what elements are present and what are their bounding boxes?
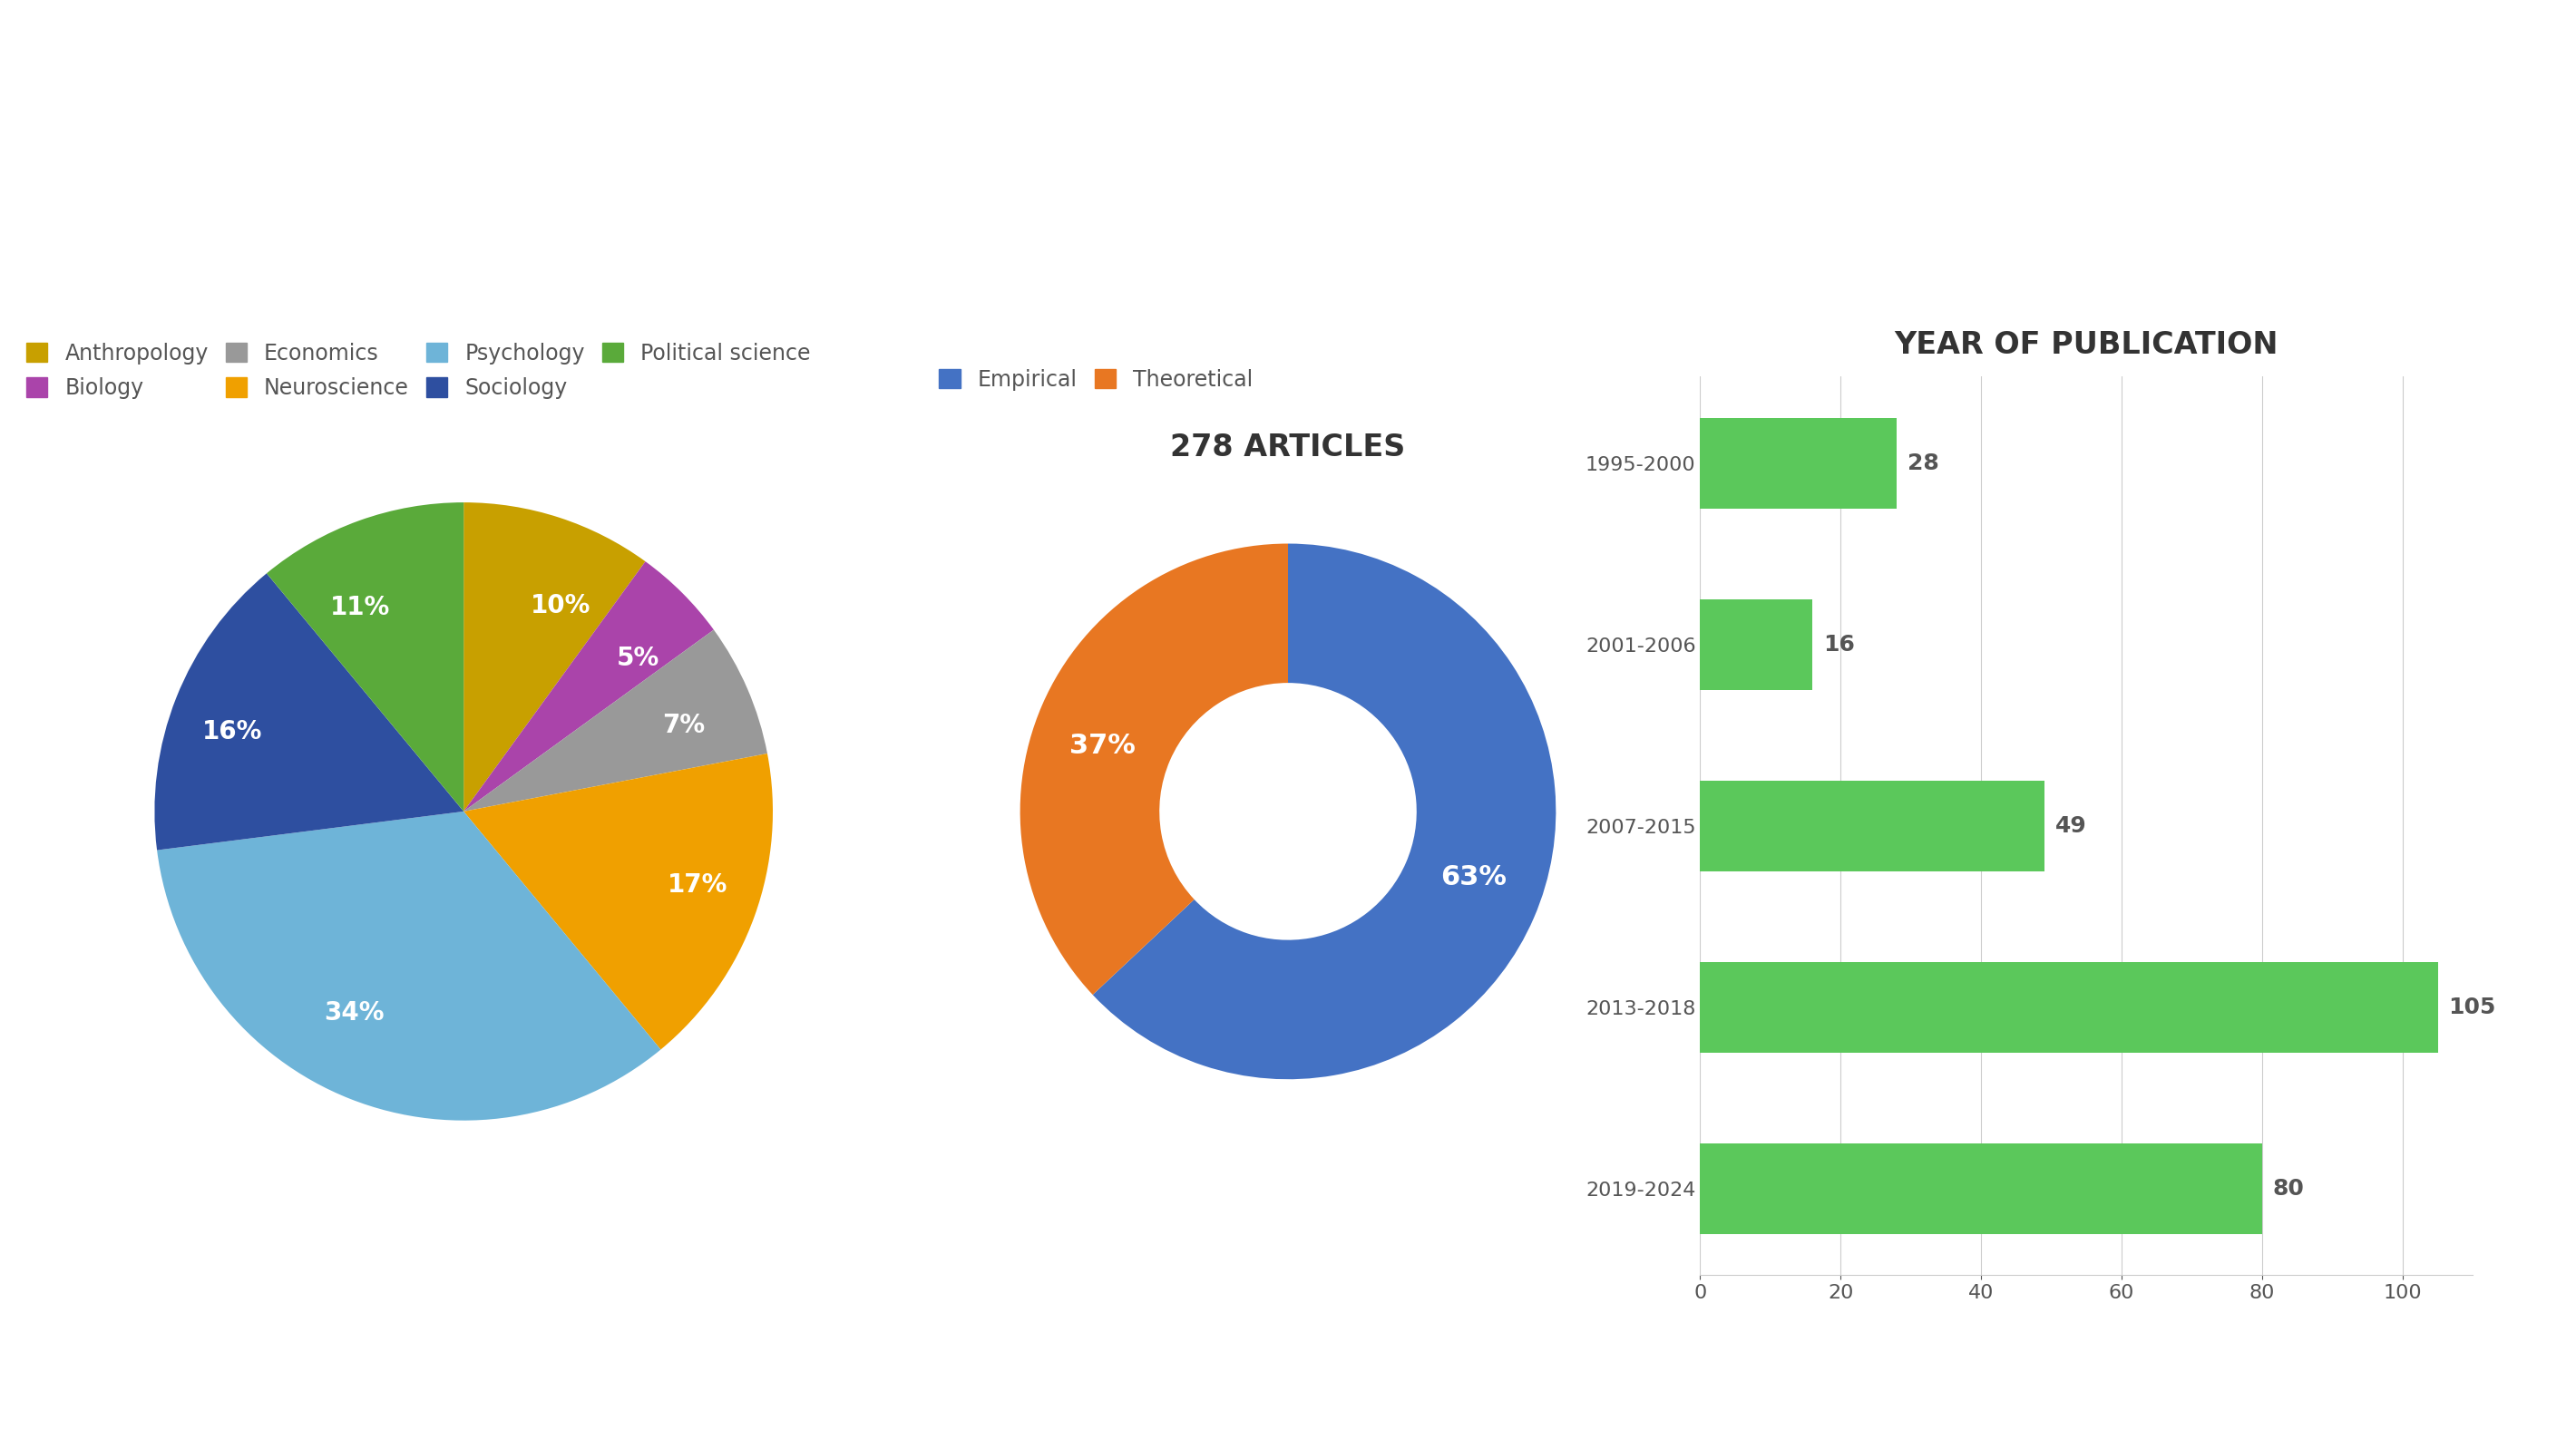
Text: 37%: 37% [1069,732,1136,759]
Bar [1700,598,1814,690]
Title: 278 ARTICLES: 278 ARTICLES [1170,433,1406,462]
Bar [1700,962,2437,1053]
Wedge shape [1020,543,1288,995]
Wedge shape [464,561,714,811]
Text: 28: 28 [1906,452,1940,474]
Bar [1700,781,2045,871]
Text: 34%: 34% [325,1000,384,1026]
Wedge shape [268,503,464,811]
Text: 49: 49 [2056,814,2087,838]
Wedge shape [464,503,647,811]
Text: 16: 16 [1824,633,1855,655]
Text: 80: 80 [2272,1178,2306,1200]
Title: YEAR OF PUBLICATION: YEAR OF PUBLICATION [1893,330,2280,361]
Text: 105: 105 [2447,997,2496,1019]
Legend: Anthropology, Biology, Economics, Neuroscience, Psychology, Sociology, Political: Anthropology, Biology, Economics, Neuros… [26,342,811,398]
Text: 10%: 10% [531,593,590,619]
Wedge shape [464,753,773,1049]
Text: 11%: 11% [330,596,392,620]
Text: 7%: 7% [662,713,706,738]
Wedge shape [1092,543,1556,1080]
Wedge shape [157,811,659,1120]
Text: 5%: 5% [616,646,659,671]
Bar [1700,1143,2262,1235]
Text: 17%: 17% [667,872,726,897]
Bar [1700,417,1896,509]
Legend: Empirical, Theoretical: Empirical, Theoretical [930,361,1262,398]
Text: 16%: 16% [204,719,263,745]
Wedge shape [464,630,768,811]
Wedge shape [155,574,464,851]
Text: 63%: 63% [1440,864,1507,891]
